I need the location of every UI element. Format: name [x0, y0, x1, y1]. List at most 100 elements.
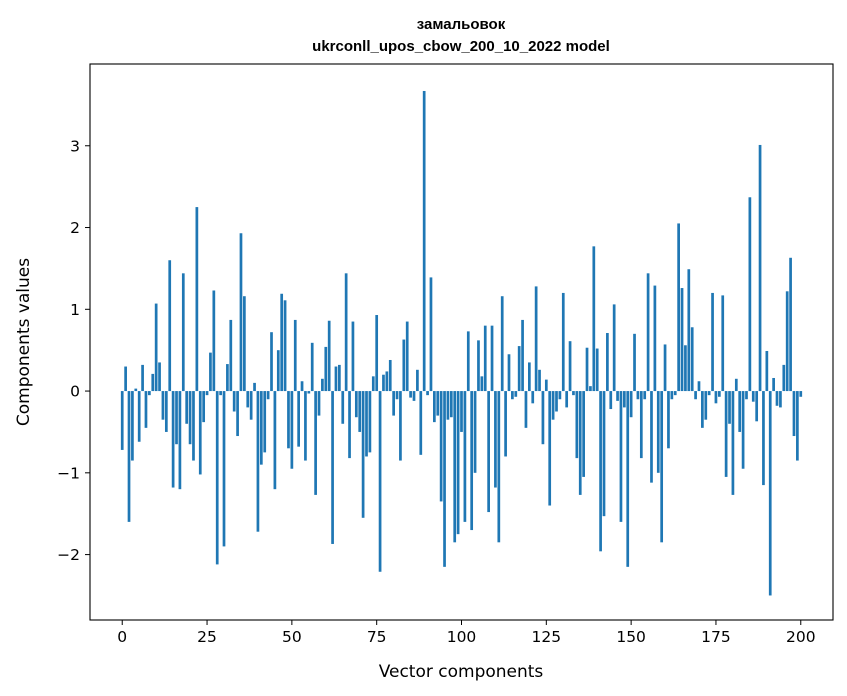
- bar: [304, 391, 307, 461]
- bar: [765, 350, 769, 392]
- y-tick-label: −2: [57, 546, 80, 564]
- bar: [236, 391, 239, 437]
- chart-subtitle: ukrconll_upos_cbow_200_10_2022 model: [312, 38, 610, 55]
- bar: [354, 391, 358, 418]
- bar: [538, 369, 541, 392]
- bar: [232, 391, 236, 412]
- bar: [643, 391, 647, 400]
- bar: [772, 377, 775, 392]
- bar: [321, 378, 324, 392]
- bar: [633, 333, 636, 392]
- bar: [344, 273, 348, 392]
- bar: [711, 292, 714, 392]
- bar: [134, 388, 138, 392]
- x-tick-label: 0: [117, 628, 127, 646]
- bar: [656, 391, 660, 473]
- bar: [185, 391, 189, 424]
- bar: [443, 391, 446, 567]
- bar: [259, 391, 263, 465]
- bar: [293, 319, 297, 392]
- bar: [209, 352, 212, 392]
- bar: [436, 391, 440, 416]
- bar: [392, 391, 395, 416]
- bar: [266, 391, 270, 400]
- bar: [589, 386, 592, 392]
- bar: [680, 288, 684, 392]
- bar: [161, 391, 165, 420]
- bar: [358, 391, 362, 432]
- bar: [341, 391, 345, 424]
- x-tick-label: 25: [197, 628, 217, 646]
- bar: [222, 391, 226, 547]
- bar: [331, 391, 334, 544]
- bar: [629, 391, 633, 418]
- bar: [280, 293, 284, 392]
- bar: [667, 391, 670, 449]
- bar: [388, 359, 392, 392]
- bar: [198, 391, 202, 475]
- bar: [483, 325, 487, 392]
- bar: [151, 373, 155, 392]
- bar: [287, 391, 290, 449]
- bar: [365, 391, 368, 457]
- bar: [663, 344, 667, 392]
- bar: [405, 321, 409, 392]
- bar: [575, 391, 579, 459]
- bar: [429, 277, 433, 392]
- x-tick-label: 175: [701, 628, 731, 646]
- bar: [514, 391, 518, 397]
- bar: [694, 391, 697, 400]
- bar: [500, 296, 504, 392]
- x-tick-label: 100: [447, 628, 477, 646]
- bar: [639, 391, 643, 459]
- bar: [283, 300, 287, 392]
- bar: [782, 364, 786, 392]
- bar: [599, 391, 602, 552]
- bar: [270, 332, 273, 392]
- bar: [253, 382, 256, 392]
- bar: [290, 391, 294, 469]
- bar: [338, 364, 341, 392]
- bar: [602, 391, 606, 517]
- bar: [310, 342, 314, 392]
- bar: [263, 391, 267, 453]
- bar: [544, 379, 548, 392]
- bar: [351, 321, 355, 392]
- y-axis-ticks: −2 −1 0 1 2 3: [57, 137, 90, 564]
- bar: [375, 315, 379, 392]
- plot-area-frame: [89, 63, 834, 621]
- bar: [243, 296, 246, 392]
- bar: [239, 233, 243, 392]
- bar: [636, 391, 640, 400]
- bar: [796, 391, 799, 461]
- bar: [551, 391, 555, 420]
- bar: [276, 350, 280, 392]
- bar: [378, 391, 382, 572]
- x-tick-label: 50: [282, 628, 302, 646]
- bar: [751, 391, 755, 402]
- bar: [205, 391, 209, 396]
- bar: [361, 391, 365, 518]
- bar: [382, 374, 385, 392]
- bar: [779, 391, 782, 408]
- bar: [660, 391, 664, 543]
- bar: [402, 339, 406, 392]
- bar: [622, 391, 626, 408]
- bar: [144, 391, 148, 428]
- bar: [684, 345, 687, 392]
- bar: [799, 391, 803, 397]
- bar: [249, 391, 253, 420]
- bar: [524, 391, 528, 428]
- bar: [494, 391, 497, 488]
- bar: [585, 347, 589, 392]
- bar: [175, 391, 178, 445]
- bar: [731, 391, 735, 495]
- bar: [273, 391, 277, 490]
- bar: [385, 371, 389, 392]
- bar: [300, 381, 304, 392]
- bar: [426, 391, 429, 396]
- bar: [348, 391, 351, 459]
- y-tick-label: −1: [57, 464, 80, 482]
- bar: [422, 90, 426, 392]
